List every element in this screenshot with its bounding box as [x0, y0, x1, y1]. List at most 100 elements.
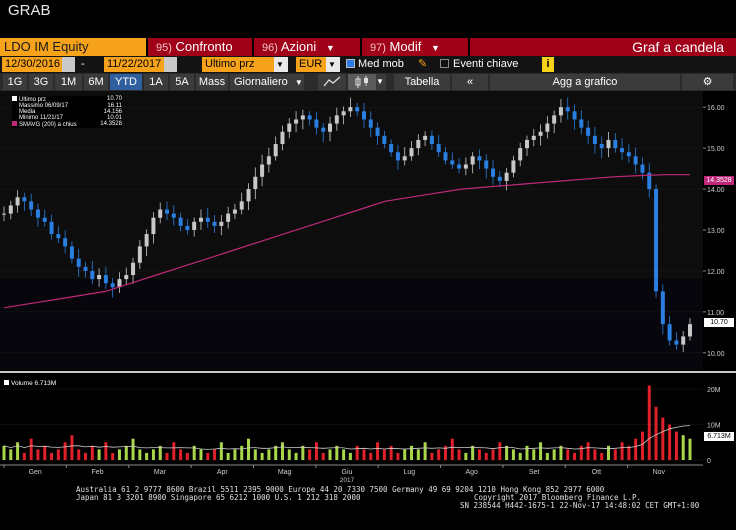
- volume-bar: [450, 438, 454, 460]
- edit-menu[interactable]: 97) Modif ▼: [370, 38, 440, 56]
- volume-bar: [77, 449, 81, 460]
- candle-body: [151, 217, 156, 235]
- volume-bar: [613, 449, 617, 460]
- candlestick-icon[interactable]: [348, 74, 376, 90]
- moving-avg-checkbox[interactable]: [346, 59, 355, 68]
- compare-menu-label: Confronto: [175, 39, 233, 54]
- volume-bar: [16, 442, 20, 460]
- volume-bar: [172, 442, 176, 460]
- start-date-field[interactable]: 12/30/2016: [2, 57, 62, 72]
- period-1y[interactable]: 1A: [144, 74, 168, 90]
- candle-body: [49, 221, 54, 235]
- candle-body: [416, 139, 421, 149]
- table-button[interactable]: Tabella: [394, 74, 450, 90]
- candle-body: [681, 336, 686, 345]
- volume-bar: [593, 449, 597, 460]
- edit-menu-number: 97): [370, 42, 386, 54]
- volume-bar: [240, 445, 244, 460]
- gear-icon[interactable]: ⚙: [682, 74, 733, 90]
- volume-bar: [532, 449, 536, 460]
- volume-bar: [29, 438, 33, 460]
- candle-body: [42, 217, 47, 222]
- volume-bar: [681, 435, 685, 460]
- period-ytd[interactable]: YTD: [110, 74, 142, 90]
- sma-badge: 14.3528: [704, 176, 734, 185]
- end-date-field[interactable]: 11/22/2017: [104, 57, 164, 72]
- add-to-chart-button[interactable]: Agg a grafico: [490, 74, 680, 90]
- volume-bar: [43, 445, 47, 460]
- actions-menu-number: 96): [262, 42, 278, 54]
- price-tick-label: 11.00: [707, 310, 724, 317]
- volume-average-line: [3, 425, 691, 450]
- period-1d[interactable]: 1G: [3, 74, 27, 90]
- period-3d[interactable]: 3G: [29, 74, 53, 90]
- chevron-down-icon[interactable]: ▼: [274, 57, 288, 72]
- period-5y[interactable]: 5A: [170, 74, 194, 90]
- candle-body: [572, 111, 577, 120]
- period-max[interactable]: Mass: [196, 74, 228, 90]
- month-label: Set: [529, 469, 540, 476]
- candle-body: [620, 148, 625, 153]
- candle-body: [436, 144, 441, 153]
- price-chart[interactable]: [0, 91, 703, 370]
- candle-body: [185, 225, 190, 230]
- line-chart-icon[interactable]: [318, 74, 346, 90]
- volume-tick-label: 20M: [707, 387, 721, 394]
- legend-last-label: Ultimo prz: [19, 97, 47, 103]
- separator: [468, 38, 470, 56]
- volume-bar: [342, 449, 346, 460]
- volume-bar: [396, 452, 400, 460]
- chevron-down-icon[interactable]: ▼: [376, 74, 386, 90]
- volume-bar: [464, 452, 468, 460]
- candle-body: [56, 234, 61, 239]
- period-1m[interactable]: 1M: [55, 74, 82, 90]
- chevron-down-icon: ▼: [430, 43, 440, 53]
- candle-body: [355, 107, 360, 112]
- legend-min-label: Minimo 11/21/17: [19, 115, 63, 121]
- legend-avg-label: Media: [19, 109, 36, 115]
- volume-bar: [518, 452, 522, 460]
- frequency-select[interactable]: Giornaliero ▼: [230, 74, 304, 90]
- calendar-icon[interactable]: [62, 57, 75, 72]
- chart-type-label: Graf a candela: [632, 39, 724, 55]
- price-axis: 10.00 11.00 12.00 13.00 14.00 15.00 16.00: [703, 105, 725, 358]
- sma-line: [3, 174, 690, 309]
- legend-sma-label: SMAVG (200) a chius: [19, 122, 77, 128]
- calendar-icon[interactable]: [164, 57, 177, 72]
- volume-tick-label: 10M: [707, 423, 721, 430]
- volume-bar: [206, 452, 210, 460]
- actions-menu[interactable]: 96) Azioni ▼: [262, 38, 335, 56]
- candle-body: [518, 148, 523, 161]
- candle-body: [586, 127, 591, 136]
- compare-menu[interactable]: 95) Confronto: [156, 38, 233, 56]
- candle-body: [375, 127, 380, 136]
- candle-body: [178, 217, 183, 226]
- volume-bar: [600, 452, 604, 460]
- candle-body: [273, 144, 278, 157]
- month-label: Giu: [342, 469, 353, 476]
- chevron-down-icon[interactable]: ▼: [326, 57, 340, 72]
- key-events-checkbox[interactable]: [440, 59, 449, 68]
- volume-bar: [355, 445, 359, 460]
- currency-select[interactable]: EUR: [296, 57, 326, 72]
- price-badge: 10.70: [704, 318, 734, 327]
- price-tick-label: 13.00: [707, 228, 725, 235]
- volume-bar: [2, 445, 6, 460]
- ticker-field[interactable]: LDO IM Equity: [0, 38, 146, 56]
- period-6m[interactable]: 6M: [84, 74, 108, 90]
- candle-body: [171, 213, 176, 218]
- volume-bar: [185, 452, 189, 460]
- pencil-icon[interactable]: ✎: [418, 58, 428, 70]
- volume-bar: [477, 449, 481, 460]
- info-icon[interactable]: i: [542, 57, 554, 72]
- candle-body: [565, 107, 570, 112]
- candle-body: [63, 238, 68, 247]
- candle-body: [579, 119, 584, 128]
- legend-max-label: Massimo 06/09/17: [19, 103, 69, 109]
- candle-body: [280, 131, 285, 145]
- footer-session-line: SN 238544 H442-1675-1 22-Nov-17 14:48:02…: [460, 501, 700, 510]
- volume-chart[interactable]: [0, 374, 703, 464]
- price-field-select[interactable]: Ultimo prz: [202, 57, 274, 72]
- collapse-left-icon[interactable]: «: [452, 74, 488, 90]
- volume-bar: [63, 442, 67, 460]
